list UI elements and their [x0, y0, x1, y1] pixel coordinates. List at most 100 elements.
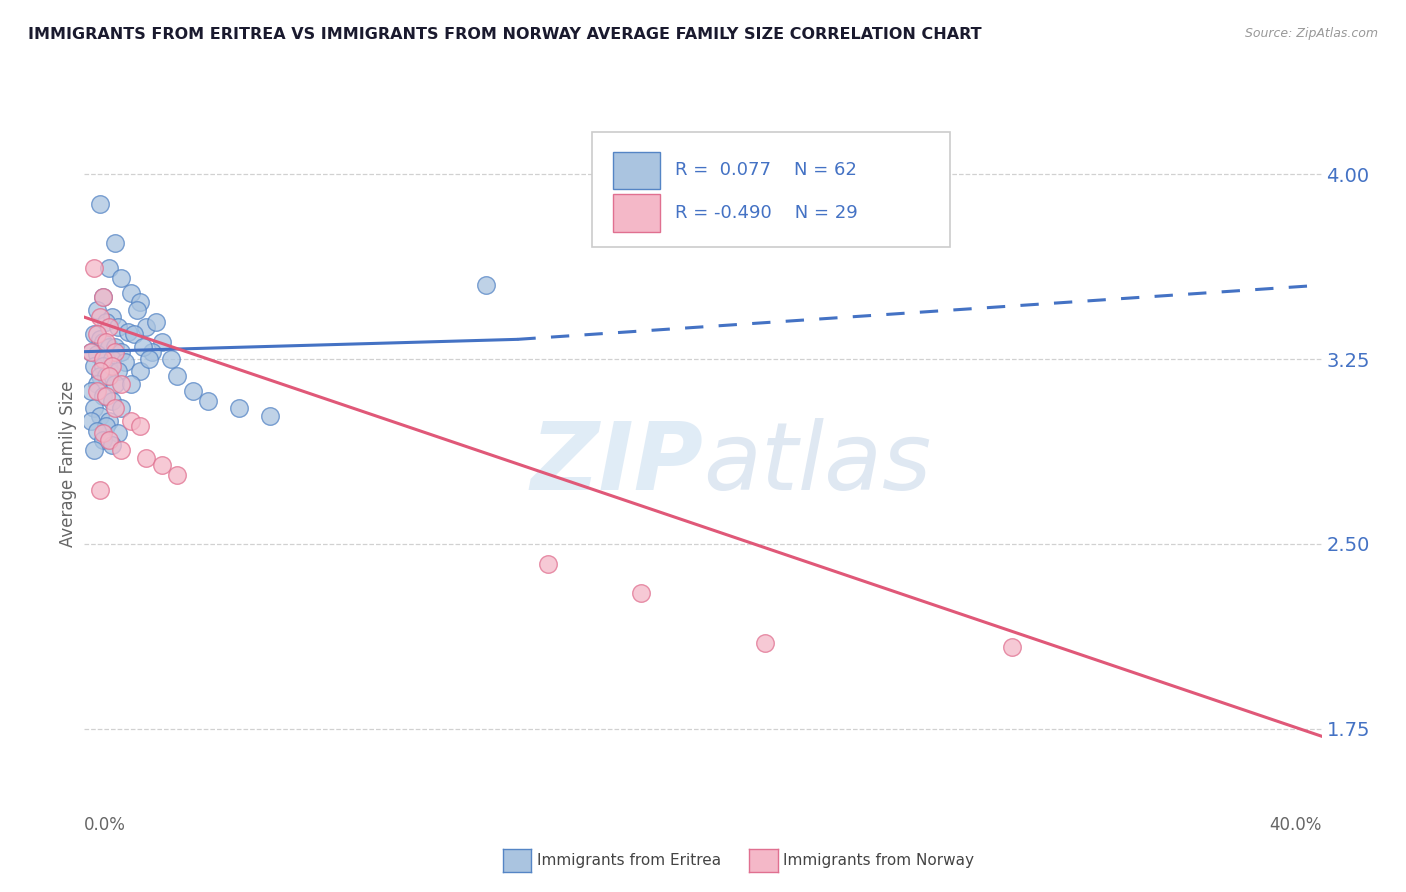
- FancyBboxPatch shape: [613, 152, 659, 189]
- Point: [94, 334, 117, 349]
- Point: [537, 557, 560, 571]
- Point: [104, 401, 127, 416]
- Point: [110, 376, 132, 391]
- Point: [122, 327, 145, 342]
- Point: [89, 409, 111, 423]
- Point: [141, 344, 163, 359]
- Point: [98, 414, 121, 428]
- Point: [259, 409, 281, 423]
- Point: [98, 434, 121, 448]
- Point: [83, 260, 105, 275]
- Point: [94, 315, 117, 329]
- Point: [129, 418, 152, 433]
- Point: [101, 310, 124, 325]
- Point: [120, 285, 142, 300]
- Point: [120, 414, 142, 428]
- Point: [166, 369, 188, 384]
- Point: [160, 352, 183, 367]
- Point: [181, 384, 204, 398]
- Point: [86, 302, 108, 317]
- FancyBboxPatch shape: [613, 194, 659, 232]
- Point: [104, 340, 127, 354]
- Point: [120, 376, 142, 391]
- Point: [138, 352, 160, 367]
- Point: [129, 364, 152, 378]
- Point: [98, 320, 121, 334]
- Text: 0.0%: 0.0%: [84, 816, 127, 834]
- Point: [89, 332, 111, 346]
- Text: R =  0.077    N = 62: R = 0.077 N = 62: [675, 161, 856, 179]
- Point: [1001, 640, 1024, 655]
- Point: [228, 401, 250, 416]
- Point: [79, 414, 101, 428]
- Point: [125, 302, 148, 317]
- Text: R = -0.490    N = 29: R = -0.490 N = 29: [675, 204, 858, 222]
- Point: [107, 320, 129, 334]
- Point: [91, 389, 114, 403]
- Point: [98, 364, 121, 378]
- Point: [117, 325, 139, 339]
- Point: [94, 418, 117, 433]
- Point: [91, 334, 114, 349]
- Point: [86, 376, 108, 391]
- Text: IMMIGRANTS FROM ERITREA VS IMMIGRANTS FROM NORWAY AVERAGE FAMILY SIZE CORRELATIO: IMMIGRANTS FROM ERITREA VS IMMIGRANTS FR…: [28, 27, 981, 42]
- Point: [86, 347, 108, 361]
- Point: [83, 443, 105, 458]
- Point: [110, 344, 132, 359]
- Text: ZIP: ZIP: [530, 417, 703, 510]
- Point: [91, 425, 114, 440]
- Point: [86, 327, 108, 342]
- Point: [79, 384, 101, 398]
- Point: [114, 354, 136, 368]
- Point: [101, 359, 124, 374]
- Point: [89, 364, 111, 378]
- Point: [89, 483, 111, 497]
- Y-axis label: Average Family Size: Average Family Size: [59, 381, 77, 547]
- Point: [89, 196, 111, 211]
- Point: [91, 359, 114, 374]
- Point: [630, 586, 652, 600]
- Point: [79, 344, 101, 359]
- Point: [98, 340, 121, 354]
- Point: [101, 394, 124, 409]
- Point: [754, 635, 776, 649]
- Point: [197, 394, 219, 409]
- Point: [91, 352, 114, 367]
- Point: [91, 290, 114, 304]
- Point: [101, 352, 124, 367]
- Point: [83, 359, 105, 374]
- Point: [107, 364, 129, 378]
- Point: [86, 384, 108, 398]
- Point: [83, 327, 105, 342]
- Text: Source: ZipAtlas.com: Source: ZipAtlas.com: [1244, 27, 1378, 40]
- Point: [110, 270, 132, 285]
- Point: [135, 320, 157, 334]
- Point: [98, 369, 121, 384]
- Point: [91, 434, 114, 448]
- Point: [83, 401, 105, 416]
- Text: 40.0%: 40.0%: [1270, 816, 1322, 834]
- Point: [135, 450, 157, 465]
- Point: [150, 334, 173, 349]
- Point: [129, 295, 152, 310]
- Point: [132, 340, 155, 354]
- Point: [94, 369, 117, 384]
- Point: [150, 458, 173, 472]
- Point: [94, 352, 117, 367]
- Point: [166, 467, 188, 482]
- Point: [94, 389, 117, 403]
- Point: [110, 401, 132, 416]
- Point: [89, 369, 111, 384]
- Point: [475, 278, 498, 293]
- Point: [86, 424, 108, 438]
- Point: [110, 443, 132, 458]
- Text: atlas: atlas: [703, 418, 931, 509]
- Point: [101, 438, 124, 452]
- FancyBboxPatch shape: [592, 132, 950, 247]
- Point: [107, 425, 129, 440]
- Text: Immigrants from Norway: Immigrants from Norway: [783, 854, 974, 868]
- Point: [104, 376, 127, 391]
- Text: Immigrants from Eritrea: Immigrants from Eritrea: [537, 854, 721, 868]
- Point: [98, 260, 121, 275]
- Point: [145, 315, 167, 329]
